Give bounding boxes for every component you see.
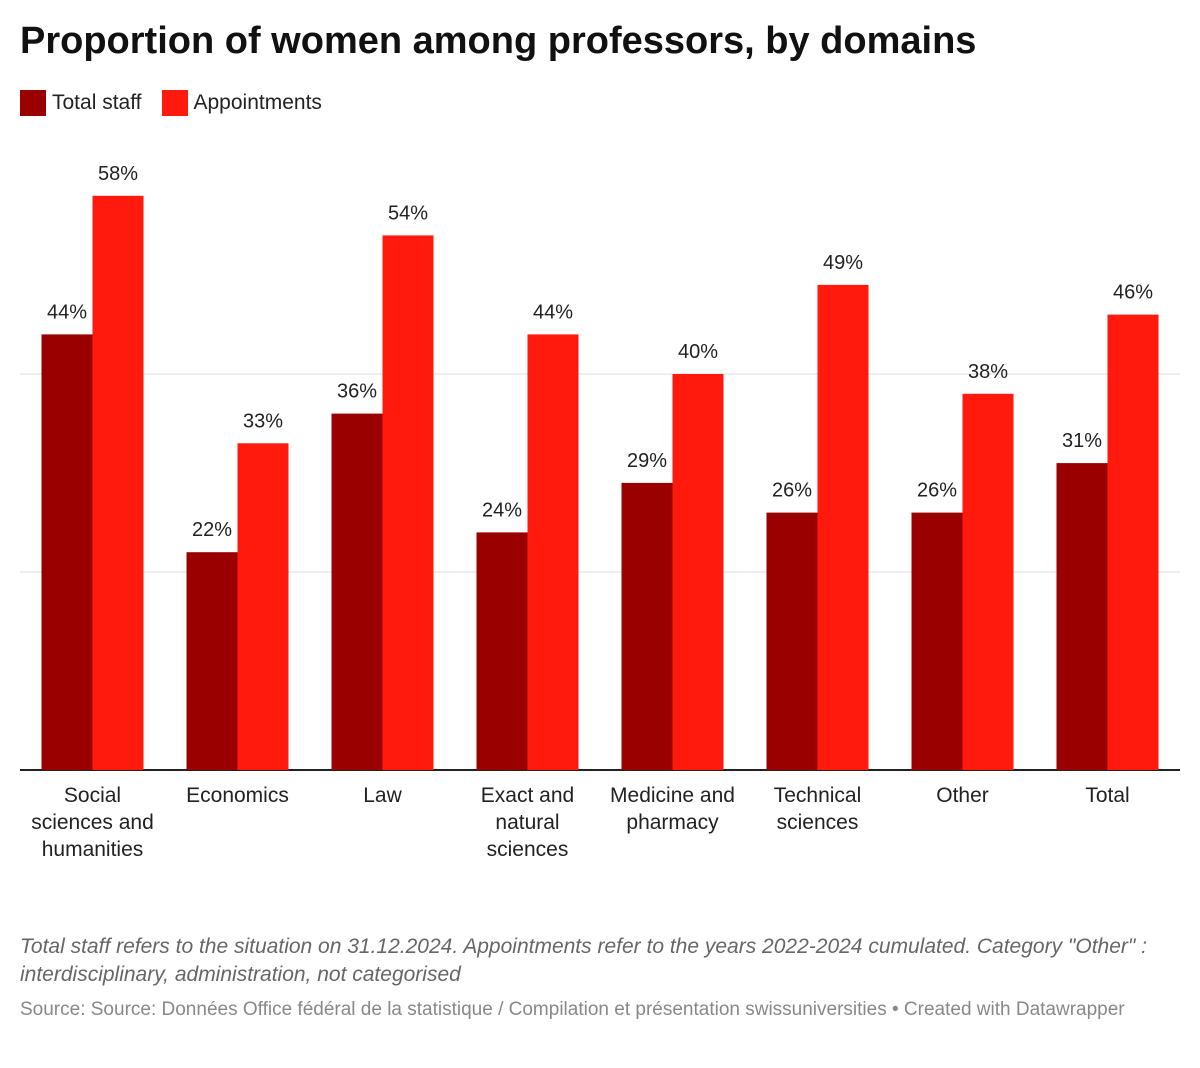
value-label: 33% xyxy=(243,410,283,432)
legend-swatch xyxy=(20,90,46,116)
value-label: 24% xyxy=(482,499,522,521)
legend: Total staff Appointments xyxy=(20,90,322,116)
value-label: 36% xyxy=(337,381,377,403)
bar xyxy=(672,374,724,770)
value-label: 46% xyxy=(1113,282,1153,304)
legend-label: Total staff xyxy=(52,91,142,114)
legend-label: Appointments xyxy=(193,91,322,114)
value-label: 44% xyxy=(47,301,87,323)
bar xyxy=(962,393,1014,770)
bar xyxy=(911,512,963,770)
value-label: 26% xyxy=(917,480,957,502)
x-tick-label: Law xyxy=(363,784,402,807)
value-label: 58% xyxy=(98,163,138,185)
value-label: 38% xyxy=(968,361,1008,383)
value-label: 49% xyxy=(823,252,863,274)
x-tick-label: Exact and natural sciences xyxy=(480,784,575,861)
note: Total staff refers to the situation on 3… xyxy=(20,935,1148,986)
value-label: 54% xyxy=(388,202,428,224)
legend-swatch xyxy=(161,90,188,116)
bar xyxy=(331,413,383,770)
value-label: 29% xyxy=(627,450,667,472)
bar xyxy=(92,195,144,771)
value-label: 44% xyxy=(533,301,573,323)
bar xyxy=(186,552,238,770)
value-label: 26% xyxy=(772,480,812,502)
bar xyxy=(382,235,434,770)
x-tick-label: Medicine and pharmacy xyxy=(610,784,735,834)
bar xyxy=(237,443,289,770)
bar xyxy=(41,334,93,770)
x-tick-label: Other xyxy=(936,784,989,807)
value-label: 40% xyxy=(678,341,718,363)
bar xyxy=(1056,463,1108,770)
value-label: 31% xyxy=(1062,430,1102,452)
bar xyxy=(1107,314,1159,770)
x-tick-label: Technical sciences xyxy=(773,784,862,834)
bar xyxy=(621,482,673,770)
legend-item: Total staff xyxy=(20,90,142,116)
value-label: 22% xyxy=(192,519,232,541)
bar xyxy=(766,512,818,770)
legend-item: Appointments xyxy=(161,90,322,116)
x-tick-label: Economics xyxy=(186,784,289,807)
x-tick-label: Total xyxy=(1085,784,1130,807)
source: Source: Source: Données Office fédéral d… xyxy=(20,999,1125,1020)
x-tick-label: Social sciences and humanities xyxy=(31,784,154,861)
bar xyxy=(527,334,579,770)
chart-title: Proportion of women among professors, by… xyxy=(20,20,977,62)
bar xyxy=(817,284,869,770)
bar xyxy=(476,532,528,770)
